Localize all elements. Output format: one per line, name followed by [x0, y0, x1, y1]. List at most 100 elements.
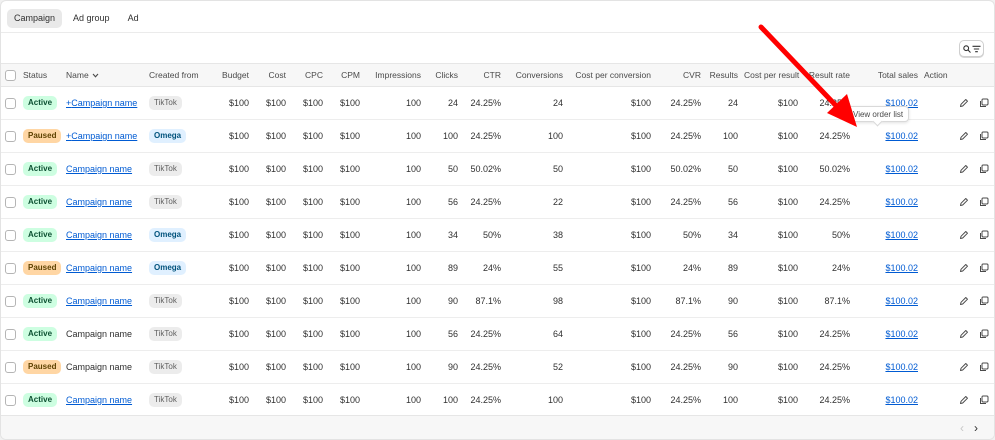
pencil-icon[interactable] [959, 197, 969, 207]
duplicate-icon[interactable] [979, 263, 989, 273]
pencil-icon[interactable] [959, 362, 969, 372]
cell-result-rate: 24.25% [819, 98, 850, 108]
duplicate-icon[interactable] [979, 395, 989, 405]
campaign-name-link[interactable]: Campaign name [66, 395, 132, 405]
cell-impressions: 100 [405, 362, 421, 372]
duplicate-icon[interactable] [979, 131, 989, 141]
row-checkbox[interactable] [5, 361, 16, 373]
duplicate-icon[interactable] [979, 362, 989, 372]
pencil-icon[interactable] [959, 230, 969, 240]
name-cell: Campaign name [63, 351, 146, 384]
pencil-icon[interactable] [959, 263, 969, 273]
chevron-right-icon[interactable]: › [974, 421, 978, 435]
tab-ad[interactable]: Ad [127, 13, 139, 23]
cell-conversions: 52 [552, 362, 563, 372]
row-checkbox[interactable] [5, 130, 16, 142]
row-checkbox[interactable] [5, 295, 16, 307]
search-filter-button[interactable] [959, 40, 984, 57]
name-cell[interactable]: Campaign name [63, 186, 146, 219]
campaign-name-link[interactable]: +Campaign name [66, 98, 137, 108]
total-sales-link[interactable]: $100.02 [885, 98, 918, 108]
total-sales-link[interactable]: $100.02 [885, 131, 918, 141]
name-cell[interactable]: Campaign name [63, 252, 146, 285]
row-checkbox[interactable] [5, 262, 16, 274]
name-cell[interactable]: Campaign name [63, 153, 146, 186]
cell-impressions: 100 [405, 329, 421, 339]
pencil-icon[interactable] [959, 395, 969, 405]
tab-ad-group[interactable]: Ad group [73, 13, 110, 23]
header-cpm: CPM [326, 63, 363, 87]
duplicate-icon[interactable] [979, 230, 989, 240]
total-sales-link[interactable]: $100.02 [885, 296, 918, 306]
duplicate-icon[interactable] [979, 98, 989, 108]
table-row: Active Campaign name TikTok $100 $100 $100 $10… [1, 384, 994, 417]
name-cell[interactable]: Campaign name [63, 285, 146, 318]
select-all-checkbox[interactable] [5, 69, 16, 81]
source-badge: Omega [149, 261, 187, 275]
cell-cpm: $100 [339, 98, 360, 108]
row-select-cell [1, 351, 20, 384]
campaign-name-link[interactable]: Campaign name [66, 296, 132, 306]
duplicate-icon[interactable] [979, 329, 989, 339]
header-conversions: Conversions [504, 63, 566, 87]
cell-cpc: $100 [302, 362, 323, 372]
status-badge: Active [23, 162, 58, 176]
pencil-icon[interactable] [959, 164, 969, 174]
row-checkbox[interactable] [5, 328, 16, 340]
tab-campaign[interactable]: Campaign [7, 9, 63, 28]
table-row: Active Campaign name TikTok $100 $100 $100 $10… [1, 285, 994, 318]
row-checkbox[interactable] [5, 163, 16, 175]
row-checkbox[interactable] [5, 97, 16, 109]
chevron-left-icon[interactable]: ‹ [960, 421, 964, 435]
cell-results: 34 [727, 230, 738, 240]
campaign-name-link[interactable]: Campaign name [66, 263, 132, 273]
cell-cvr: 24.25% [670, 131, 701, 141]
name-cell[interactable]: +Campaign name [63, 87, 146, 120]
pencil-icon[interactable] [959, 296, 969, 306]
total-sales-link[interactable]: $100.02 [885, 329, 918, 339]
cell-ctr: 24.25% [470, 362, 501, 372]
cell-cost-per-conversion: $100 [630, 263, 651, 273]
total-sales-link[interactable]: $100.02 [885, 362, 918, 372]
row-checkbox[interactable] [5, 394, 16, 406]
cell-conversions: 24 [552, 98, 563, 108]
name-cell[interactable]: Campaign name [63, 219, 146, 252]
campaign-name-link[interactable]: Campaign name [66, 197, 132, 207]
duplicate-icon[interactable] [979, 296, 989, 306]
name-cell[interactable]: Campaign name [63, 384, 146, 417]
duplicate-icon[interactable] [979, 164, 989, 174]
campaign-name-link[interactable]: +Campaign name [66, 131, 137, 141]
total-sales-link[interactable]: $100.02 [885, 197, 918, 207]
row-checkbox[interactable] [5, 196, 16, 208]
cell-cpm: $100 [339, 263, 360, 273]
name-cell[interactable]: +Campaign name [63, 120, 146, 153]
cell-cost-per-result: $100 [777, 263, 798, 273]
total-sales-link[interactable]: $100.02 [885, 395, 918, 405]
pencil-icon[interactable] [959, 98, 969, 108]
cell-ctr: 24.25% [470, 329, 501, 339]
total-sales-link[interactable]: $100.02 [885, 263, 918, 273]
cell-cpc: $100 [302, 164, 323, 174]
cell-cpc: $100 [302, 329, 323, 339]
header-name[interactable]: Name [63, 63, 146, 87]
row-checkbox[interactable] [5, 229, 16, 241]
campaign-name-link[interactable]: Campaign name [66, 164, 132, 174]
cell-budget: $100 [228, 164, 249, 174]
cell-results: 100 [722, 131, 738, 141]
row-actions [924, 395, 993, 405]
total-sales-link[interactable]: $100.02 [885, 164, 918, 174]
pencil-icon[interactable] [959, 131, 969, 141]
cell-cpc: $100 [302, 131, 323, 141]
header-results: Results [704, 63, 741, 87]
table-row: Active Campaign name TikTok $100 $100 $100 $10… [1, 186, 994, 219]
source-badge: TikTok [149, 195, 182, 209]
search-icon [962, 44, 971, 53]
row-actions [924, 329, 993, 339]
pencil-icon[interactable] [959, 329, 969, 339]
duplicate-icon[interactable] [979, 197, 989, 207]
header-cvr: CVR [654, 63, 704, 87]
total-sales-link[interactable]: $100.02 [885, 230, 918, 240]
campaign-name-link[interactable]: Campaign name [66, 230, 132, 240]
source-cell: TikTok [146, 87, 214, 120]
row-select-cell [1, 252, 20, 285]
